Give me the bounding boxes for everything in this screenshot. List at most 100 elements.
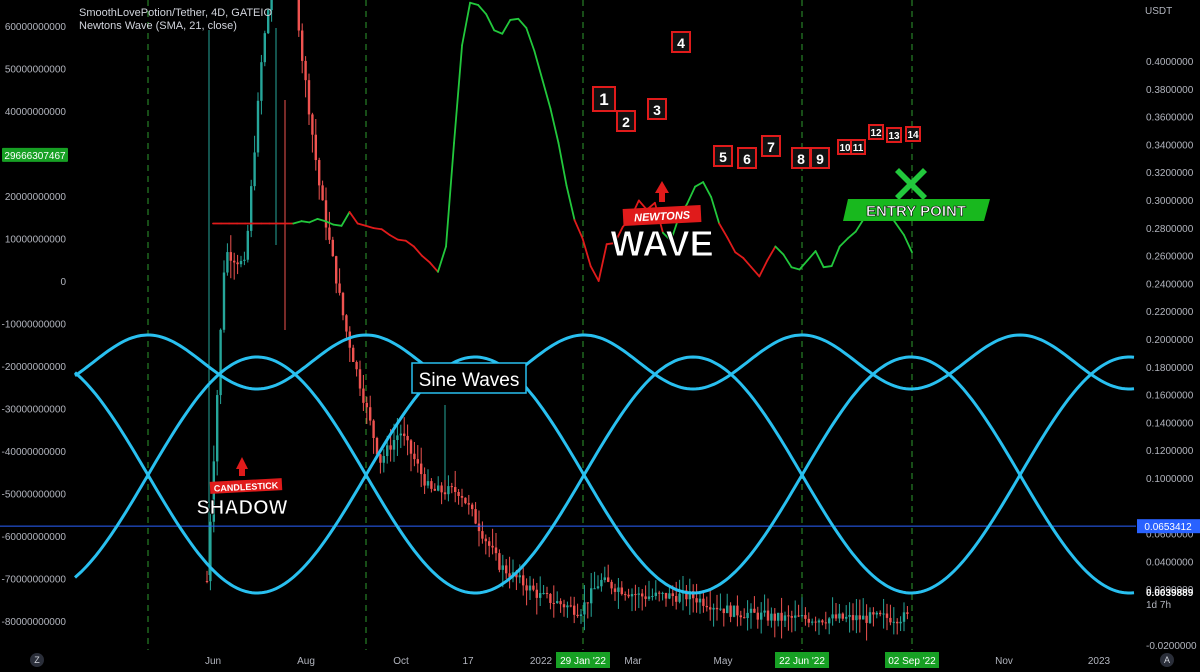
newtons-wave-segment [477, 4, 488, 16]
newtons-wave-segment [718, 222, 729, 239]
candle-body [270, 0, 273, 11]
candle-body [304, 60, 307, 81]
candle-body [688, 591, 691, 600]
candle-body [579, 614, 583, 617]
sine-wave-slow-a [73, 355, 1135, 595]
right-price-axis[interactable]: USDT 0.4000000 0.3800000 0.3600000 0.3400000… [1137, 6, 1200, 652]
time-tick-label: 2022 [530, 656, 553, 667]
left-tick-label: 60000000000 [5, 22, 67, 33]
candle-body [586, 602, 589, 604]
candle-body [539, 593, 542, 598]
wave-marker-box [616, 110, 636, 132]
candle-body [705, 605, 708, 608]
candle-body [899, 621, 902, 624]
left-tick-label: -30000000000 [1, 405, 66, 416]
wave-marker-label: 9 [816, 151, 824, 167]
candle-body [590, 588, 593, 604]
candle-body [719, 608, 722, 610]
left-tick-label: 10000000000 [5, 235, 67, 246]
candle-body [307, 80, 311, 115]
candle-body [678, 593, 681, 602]
candle-body [627, 594, 630, 597]
candle-body [766, 610, 770, 621]
candle-body [454, 487, 457, 492]
candle-body [828, 618, 831, 624]
time-axis[interactable]: Jun Aug Oct 17 2022 Mar May Nov 2023 29 Jan '22 22… [205, 652, 1111, 668]
last-price-tag [1137, 519, 1200, 534]
newtons-wave-segment [324, 220, 335, 226]
newtons-wave-segment [437, 245, 447, 273]
candle-body [406, 435, 409, 441]
newtons-wave-segment [340, 211, 351, 227]
candle-body [556, 601, 559, 604]
candle-body [685, 590, 688, 600]
wave-marker-box [886, 127, 902, 143]
candle-body [865, 615, 868, 623]
newtons-wave-segment [662, 231, 672, 242]
candle-body [440, 485, 443, 493]
right-tick-label: 0.4000000 [1146, 57, 1194, 68]
candle-body [246, 230, 249, 260]
candlestick-tag [209, 478, 283, 494]
left-price-axis[interactable]: 6000000000050000000000400000000003000000… [1, 22, 68, 628]
candle-body [467, 503, 470, 505]
candle-body [321, 185, 324, 201]
newtons-wave-segment [838, 237, 849, 248]
left-tick-label: -80000000000 [1, 617, 66, 628]
candle-body [420, 463, 423, 475]
candle-body [613, 588, 617, 592]
candle-body [216, 395, 219, 462]
newtons-wave-segment [453, 44, 463, 144]
auto-scale-button[interactable]: A [1160, 653, 1174, 667]
candle-body [535, 589, 538, 598]
candle-body [362, 388, 365, 403]
right-tick-label: 0.1400000 [1146, 418, 1194, 429]
left-tick-label: -60000000000 [1, 532, 66, 543]
candle-body [522, 575, 525, 586]
up-arrow-icon [655, 181, 669, 202]
candle-body [528, 585, 532, 591]
candle-body [250, 186, 253, 231]
newtons-wave-segment [702, 181, 713, 198]
candle-body [760, 612, 763, 620]
sine-wave-slow-b [73, 355, 1135, 595]
right-tick-label: 0.3600000 [1146, 113, 1194, 124]
candle-body [637, 593, 640, 595]
candle-body [576, 614, 579, 617]
candle-body [545, 592, 549, 594]
candle-body [668, 593, 671, 599]
shadow-text: SHADOW [196, 497, 287, 519]
sine-waves-text: Sine Waves [419, 370, 520, 391]
candle-body [379, 454, 382, 463]
newtons-wave-segment [404, 239, 415, 248]
left-tick-label: -10000000000 [1, 320, 66, 331]
right-tick-label: 0.2600000 [1146, 252, 1194, 263]
candle-body [749, 608, 753, 613]
candle-body [787, 615, 790, 617]
newtons-wave-segment [549, 107, 560, 144]
candle-body [219, 329, 222, 396]
candle-body [389, 445, 392, 450]
entry-point-tag [843, 199, 990, 221]
newtons-wave-segment [830, 245, 841, 267]
time-tick-label: Nov [995, 656, 1013, 667]
newtons-wave-segment [597, 243, 608, 282]
candle-body [600, 579, 603, 587]
newtons-wave-segment [396, 238, 407, 242]
candle-body [848, 615, 851, 617]
candle-body [399, 433, 402, 436]
candlestick-shadow-annotation: CANDLESTICK SHADOW [196, 457, 288, 519]
candle-body [709, 607, 712, 610]
newtons-wave-segment [509, 17, 520, 21]
candle-body [423, 474, 426, 486]
newtons-wave-segment [412, 245, 423, 257]
zoom-button[interactable]: Z [30, 653, 44, 667]
right-tick-label: 0.2000000 [1146, 335, 1194, 346]
candle-body [739, 615, 742, 618]
candle-body [573, 605, 576, 615]
candle-body [698, 598, 702, 603]
candle-body [443, 492, 447, 495]
candle-body [222, 272, 226, 330]
candle-body [824, 622, 827, 624]
